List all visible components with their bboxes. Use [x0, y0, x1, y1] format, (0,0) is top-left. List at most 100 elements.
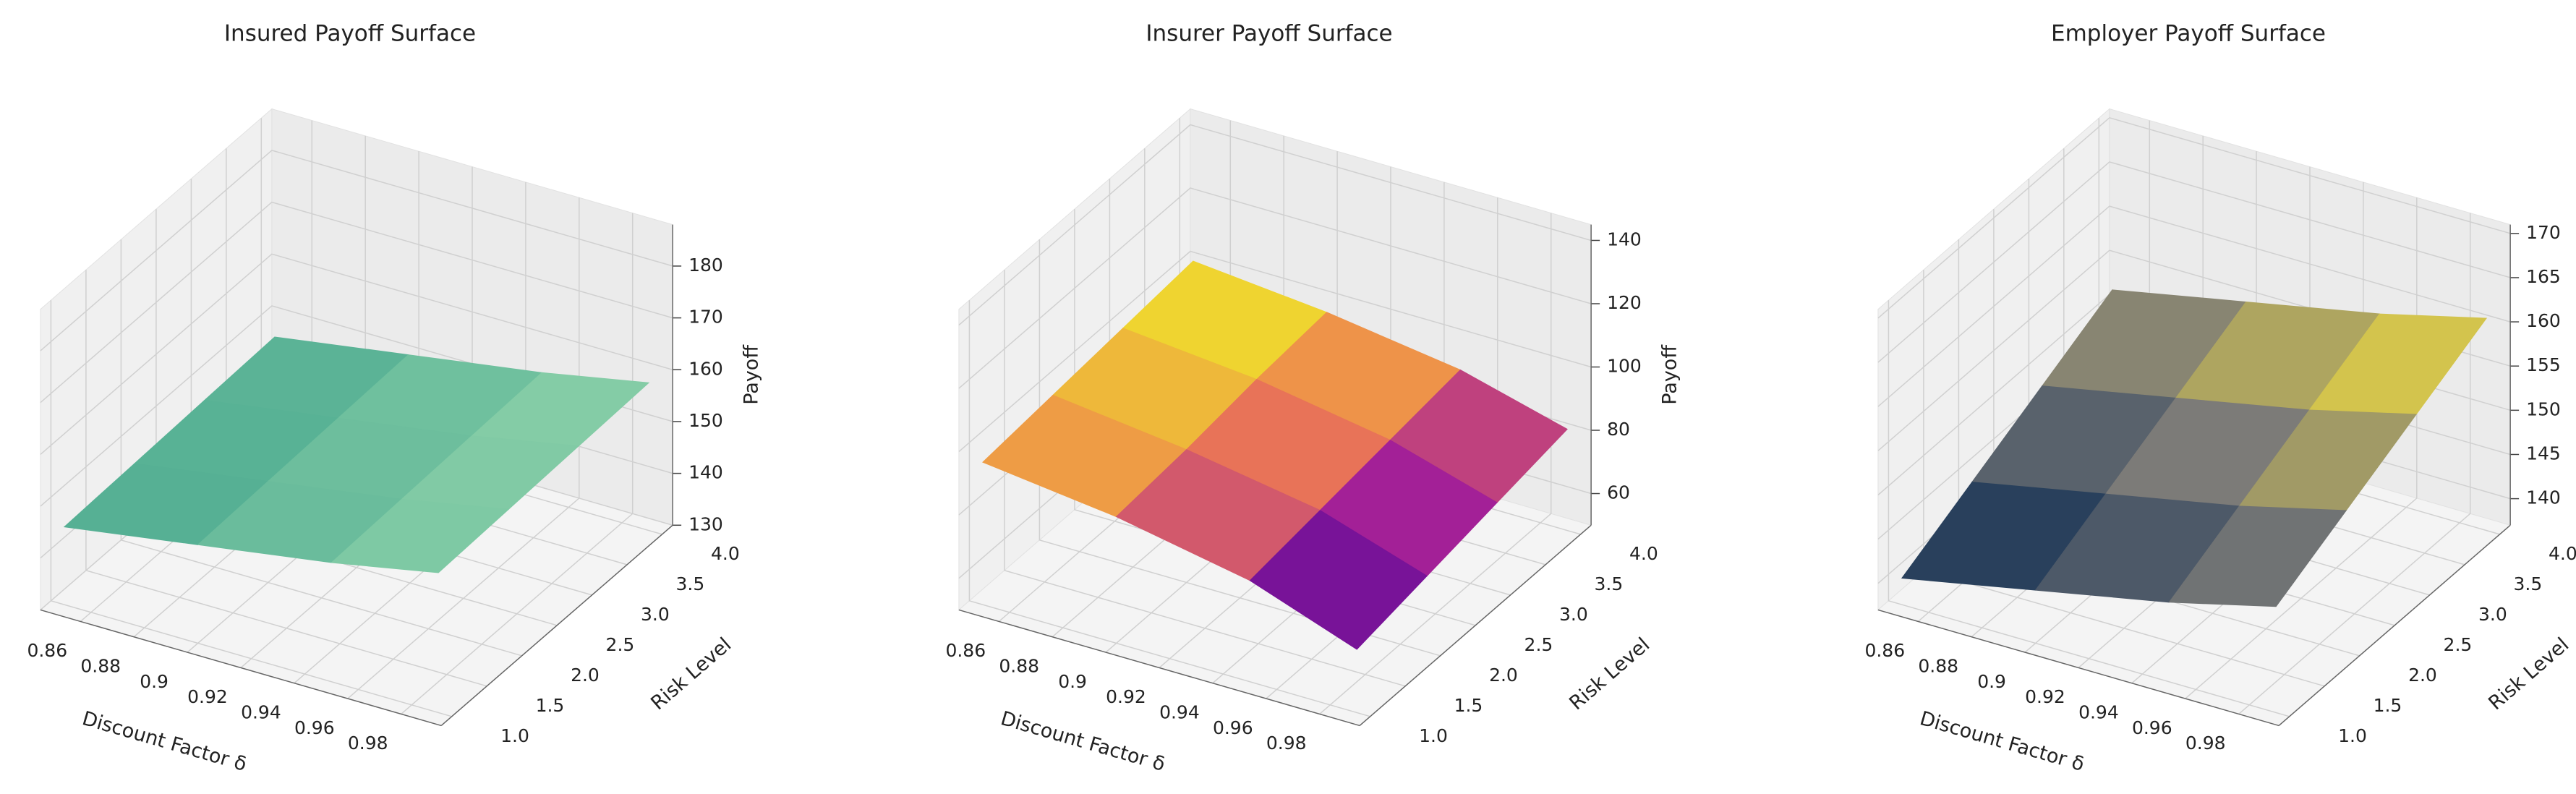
x-tick-label: 0.96: [294, 717, 335, 738]
y-axis-label: Risk Level: [2484, 633, 2573, 714]
grid-line: [1877, 116, 2511, 319]
y-tick-label: 1.5: [2374, 695, 2402, 716]
x-axis-label: Discount Factor δ: [80, 707, 249, 776]
y-tick-label: 3.0: [2478, 604, 2507, 625]
y-tick-label: 4.0: [2549, 543, 2576, 564]
z-tick-label: 150: [688, 410, 723, 431]
grid-line: [40, 201, 673, 404]
x-tick-label: 0.98: [2185, 733, 2226, 754]
y-tick-label: 1.0: [500, 725, 529, 746]
grid-line: [1877, 205, 2511, 407]
y-axis-label: Risk Level: [647, 633, 735, 714]
subplot-title: Insured Payoff Surface: [224, 21, 476, 47]
grid-line: [2238, 213, 2471, 714]
y-tick-label: 3.5: [1595, 573, 1624, 594]
x-tick-label: 0.98: [348, 733, 388, 754]
y-tick-label: 2.5: [1524, 634, 1553, 655]
subplot: Employer Payoff Surface 0.86 0.88 0.9 0.92 0.…: [1864, 21, 2576, 777]
axis-line: [1359, 524, 1592, 726]
y-tick-label: 3.0: [1559, 604, 1588, 625]
grid-line: [958, 124, 1592, 326]
grid-line: [1004, 270, 1406, 687]
z-tick-label: 120: [1607, 292, 1642, 313]
y-tick-label: 1.0: [1419, 725, 1448, 746]
z-tick-label: 140: [1607, 229, 1642, 249]
y-axis-label: Risk Level: [1565, 633, 1654, 714]
y-tick-label: 2.0: [571, 665, 600, 686]
z-tick-label: 80: [1607, 419, 1630, 440]
z-tick-label: 60: [1607, 482, 1630, 503]
z-tick-label: 140: [688, 462, 723, 483]
grid-line: [2185, 197, 2418, 699]
axis-line: [2278, 524, 2511, 726]
subplot-title: Insurer Payoff Surface: [1146, 21, 1392, 47]
x-axis-label: Discount Factor δ: [1917, 707, 2086, 776]
z-tick-label: 140: [2526, 487, 2561, 508]
x-tick-label: 0.86: [945, 640, 986, 661]
x-tick-label: 0.88: [1918, 655, 1958, 676]
x-tick-label: 0.94: [241, 701, 281, 722]
surface-patch: [2168, 505, 2347, 607]
subplot: Insured Payoff Surface 0.86 0.88 0.9 0.92 0.9…: [27, 21, 762, 777]
y-tick-label: 1.5: [1454, 695, 1483, 716]
y-tick-label: 2.5: [606, 634, 635, 655]
subplot: Insurer Payoff Surface 0.86 0.88 0.9 0.92 0.9…: [945, 21, 1681, 777]
y-tick-label: 2.5: [2444, 634, 2473, 655]
surface-patch: [330, 498, 510, 573]
x-tick-label: 0.86: [27, 640, 67, 661]
x-tick-label: 0.9: [1058, 671, 1087, 692]
x-tick-label: 0.88: [999, 655, 1039, 676]
grid-line: [1319, 213, 1552, 714]
z-tick-label: 145: [2526, 443, 2561, 464]
x-tick-label: 0.9: [140, 671, 169, 692]
z-tick-label: 170: [688, 307, 723, 328]
grid-line: [40, 150, 673, 351]
x-tick-label: 0.94: [2078, 701, 2119, 722]
y-tick-label: 1.5: [536, 695, 565, 716]
y-tick-label: 3.5: [676, 573, 705, 594]
grid-line: [1888, 300, 2290, 717]
z-tick-label: 130: [688, 513, 723, 534]
grid-line: [958, 187, 1592, 389]
x-axis-label: Discount Factor δ: [998, 707, 1167, 776]
z-axis-label: Payoff: [741, 344, 763, 405]
axis-line: [40, 609, 442, 727]
y-tick-label: 4.0: [1629, 543, 1658, 564]
grid-line: [968, 300, 1370, 717]
z-axis-label: Payoff: [1659, 344, 1681, 405]
surface-patch: [1249, 510, 1428, 650]
axis-line: [1877, 609, 2279, 727]
grid-line: [1877, 161, 2511, 363]
y-tick-label: 2.0: [2408, 665, 2437, 686]
y-tick-label: 3.5: [2514, 573, 2543, 594]
x-tick-label: 0.92: [1106, 686, 1146, 707]
x-tick-label: 0.88: [80, 655, 121, 676]
x-tick-label: 0.96: [2132, 717, 2172, 738]
x-tick-label: 0.92: [187, 686, 228, 707]
grid-line: [958, 250, 1592, 453]
y-tick-label: 3.0: [641, 604, 670, 625]
x-tick-label: 0.92: [2025, 686, 2065, 707]
x-tick-label: 0.94: [1159, 701, 1200, 722]
x-tick-label: 0.96: [1213, 717, 1253, 738]
z-tick-label: 150: [2526, 398, 2561, 419]
subplot-title: Employer Payoff Surface: [2051, 21, 2326, 47]
z-tick-label: 160: [688, 358, 723, 379]
y-tick-label: 2.0: [1489, 665, 1518, 686]
x-tick-label: 0.9: [1977, 671, 2006, 692]
z-tick-label: 155: [2526, 354, 2561, 375]
z-tick-label: 160: [2526, 310, 2561, 331]
x-tick-label: 0.98: [1266, 733, 1307, 754]
z-tick-label: 165: [2526, 266, 2561, 287]
z-tick-label: 100: [1607, 355, 1642, 376]
y-tick-label: 1.0: [2338, 725, 2367, 746]
axis-line: [440, 524, 673, 726]
z-tick-label: 180: [688, 255, 723, 276]
axis-line: [958, 609, 1360, 727]
y-tick-label: 4.0: [711, 543, 740, 564]
grid-line: [40, 253, 673, 455]
x-tick-label: 0.86: [1864, 640, 1905, 661]
z-tick-label: 170: [2526, 222, 2561, 243]
